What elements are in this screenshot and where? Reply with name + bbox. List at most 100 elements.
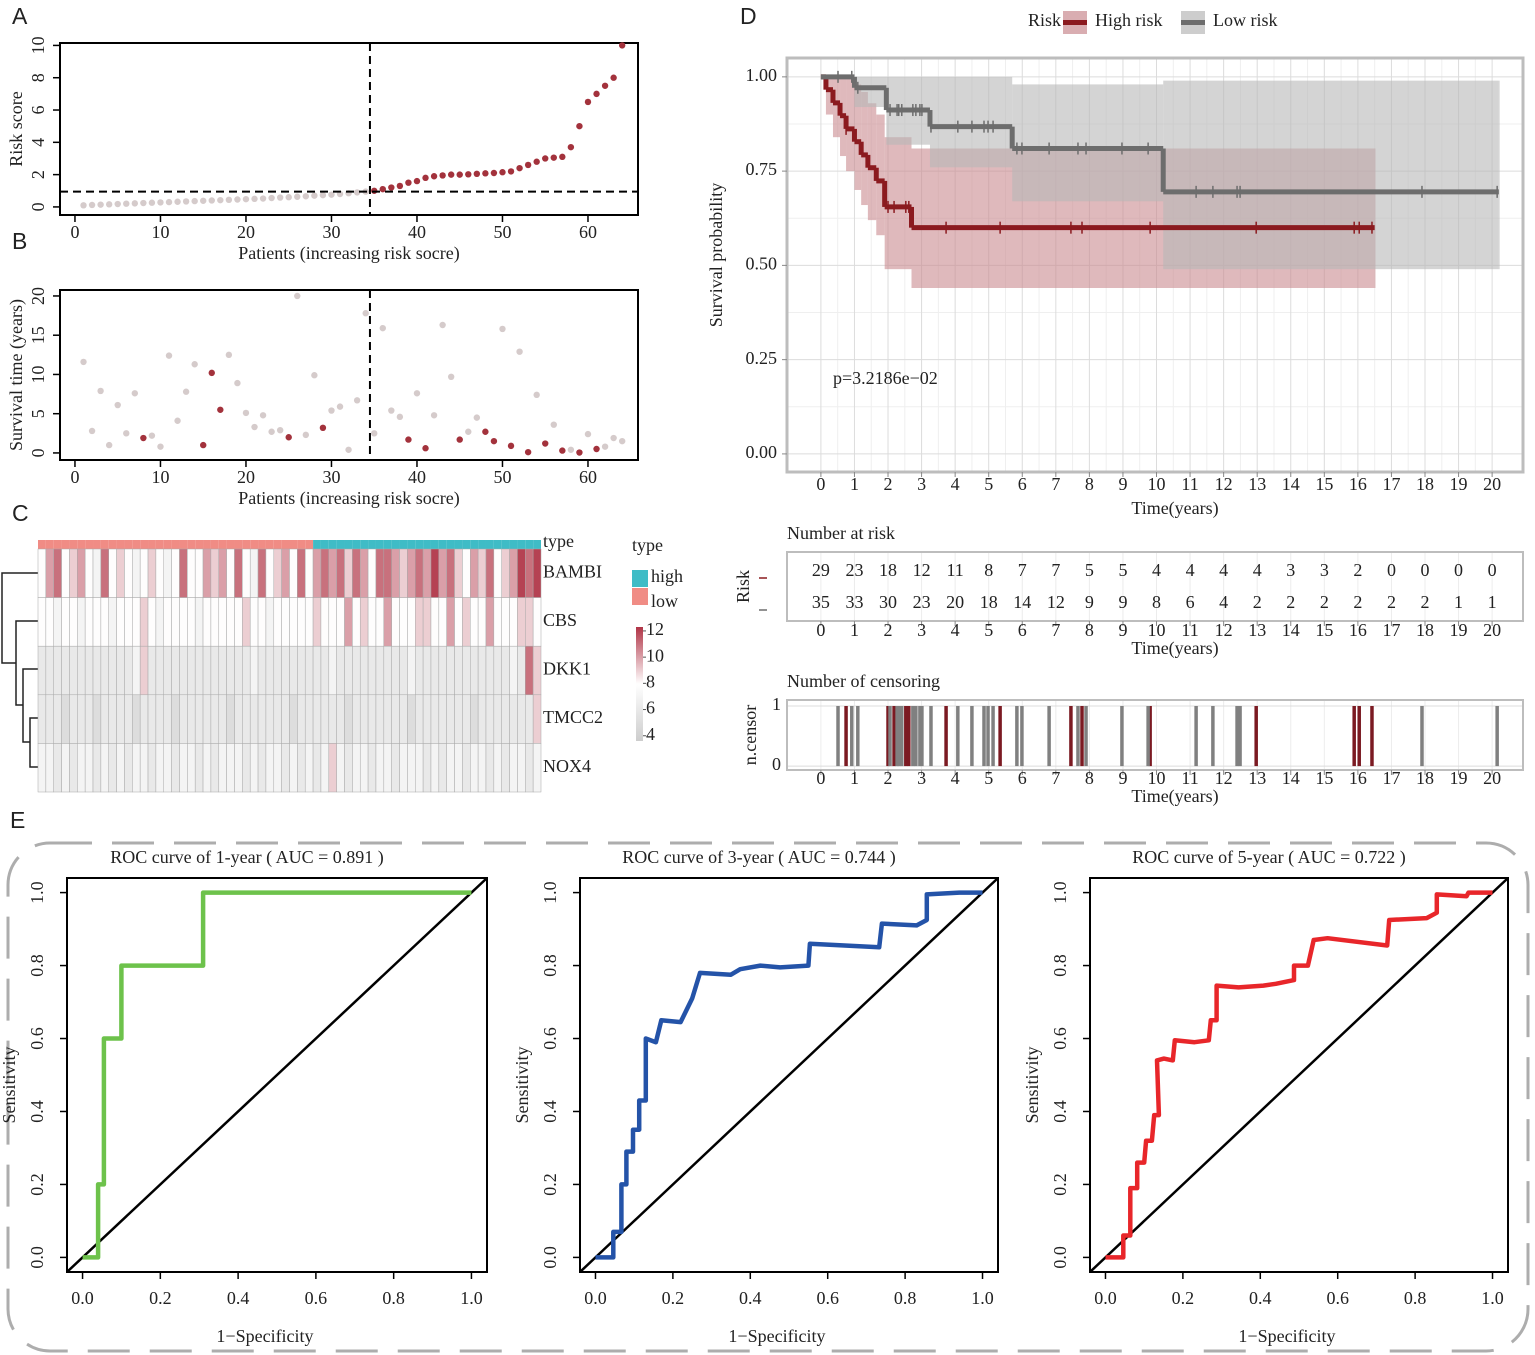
heat-cell xyxy=(422,548,432,598)
point xyxy=(516,164,523,172)
risk-count: 9 xyxy=(1118,592,1127,612)
point xyxy=(234,379,241,387)
heat-cell xyxy=(517,743,526,793)
x-tick-label: 7 xyxy=(1051,620,1060,640)
heat-cell xyxy=(399,597,408,647)
type-cell xyxy=(100,540,109,549)
y-tick-label: 1.0 xyxy=(540,881,560,904)
y-tick-label: 4 xyxy=(28,138,48,147)
heat-cell xyxy=(69,694,78,744)
point xyxy=(610,434,617,442)
point xyxy=(328,407,335,414)
y-axis-label: Sensitivity xyxy=(512,1046,532,1123)
color-tick-label: 6 xyxy=(646,698,655,718)
x-tick-label: 8 xyxy=(1085,474,1094,494)
type-cell xyxy=(533,540,541,549)
heat-cell xyxy=(187,694,196,744)
x-axis-label: 1−Specificity xyxy=(728,1326,825,1346)
heat-cell xyxy=(462,743,471,793)
heat-cell xyxy=(501,645,510,696)
heat-cell xyxy=(352,548,361,598)
heat-cell xyxy=(37,548,47,598)
heat-cell xyxy=(525,694,534,744)
chart-title: ROC curve of 5-year ( AUC = 0.722 ) xyxy=(1132,847,1406,868)
point xyxy=(490,437,498,445)
point xyxy=(311,192,318,199)
x-tick-label: 8 xyxy=(1085,620,1094,640)
heat-cell xyxy=(226,743,235,793)
heat-cell xyxy=(273,694,282,744)
heat-cell xyxy=(155,645,164,696)
heat-cell xyxy=(352,597,361,647)
heat-cell xyxy=(242,743,251,793)
x-tick-label: 5 xyxy=(984,768,993,788)
type-cell xyxy=(407,540,416,549)
heat-cell xyxy=(422,597,432,647)
risk-count: 9 xyxy=(1085,592,1094,612)
heat-cell xyxy=(312,645,322,696)
x-tick-label: 15 xyxy=(1315,768,1333,788)
x-tick-label: 16 xyxy=(1349,768,1367,788)
heat-cell xyxy=(273,548,282,598)
heat-cell xyxy=(155,694,164,744)
x-axis-label: Patients (increasing risk socre) xyxy=(238,243,459,264)
heat-cell xyxy=(383,694,392,744)
heat-cell xyxy=(155,597,164,647)
y-tick-label: 0.4 xyxy=(27,1100,47,1123)
heat-cell xyxy=(108,743,117,793)
heat-cell xyxy=(407,548,416,598)
heat-cell xyxy=(202,743,212,793)
heat-cell xyxy=(383,548,392,598)
heat-cell xyxy=(462,645,471,696)
heat-cell xyxy=(45,743,54,793)
type-cell xyxy=(517,540,526,549)
x-axis-label: Patients (increasing risk socre) xyxy=(238,488,459,509)
heat-cell xyxy=(297,597,306,647)
risk-count: 12 xyxy=(913,560,931,580)
heat-cell xyxy=(485,743,495,793)
point xyxy=(251,195,258,203)
x-tick-label: 9 xyxy=(1118,474,1127,494)
type-cell xyxy=(383,540,392,549)
heat-cell xyxy=(242,548,251,598)
point xyxy=(456,171,463,178)
x-tick-label: 17 xyxy=(1382,474,1400,494)
heat-cell xyxy=(257,694,267,744)
heat-cell xyxy=(147,597,157,647)
x-tick-label: 10 xyxy=(1148,620,1166,640)
heat-cell xyxy=(493,694,502,744)
y-tick-label: 1 xyxy=(772,694,781,714)
heat-cell xyxy=(462,597,471,647)
y-axis-label: Risk score xyxy=(6,91,26,167)
type-cell xyxy=(273,540,282,549)
point xyxy=(114,401,121,409)
heat-cell xyxy=(69,597,78,647)
heat-cell xyxy=(312,694,322,744)
heat-cell xyxy=(336,548,345,598)
point xyxy=(601,82,609,89)
heat-cell xyxy=(415,694,424,744)
y-tick-label: 1.00 xyxy=(746,65,778,85)
heat-cell xyxy=(391,645,400,696)
risk-count: 1 xyxy=(1488,592,1497,612)
heat-cell xyxy=(163,694,172,744)
point xyxy=(396,413,404,421)
heat-cell xyxy=(289,645,298,696)
heat-cell xyxy=(525,597,534,647)
heat-cell xyxy=(37,645,47,696)
heat-cell xyxy=(430,645,440,696)
point xyxy=(396,182,404,190)
risk-count: 29 xyxy=(812,560,830,580)
type-cell xyxy=(77,540,86,549)
heat-cell xyxy=(352,743,361,793)
heat-cell xyxy=(446,548,455,598)
heat-cell xyxy=(273,597,282,647)
heat-cell xyxy=(477,645,487,696)
x-tick-label: 10 xyxy=(1148,768,1166,788)
type-cell xyxy=(336,540,345,549)
heat-cell xyxy=(430,743,440,793)
point xyxy=(559,153,566,161)
point xyxy=(430,173,438,180)
x-tick-label: 16 xyxy=(1349,474,1367,494)
y-tick-label: 0.8 xyxy=(27,954,47,977)
